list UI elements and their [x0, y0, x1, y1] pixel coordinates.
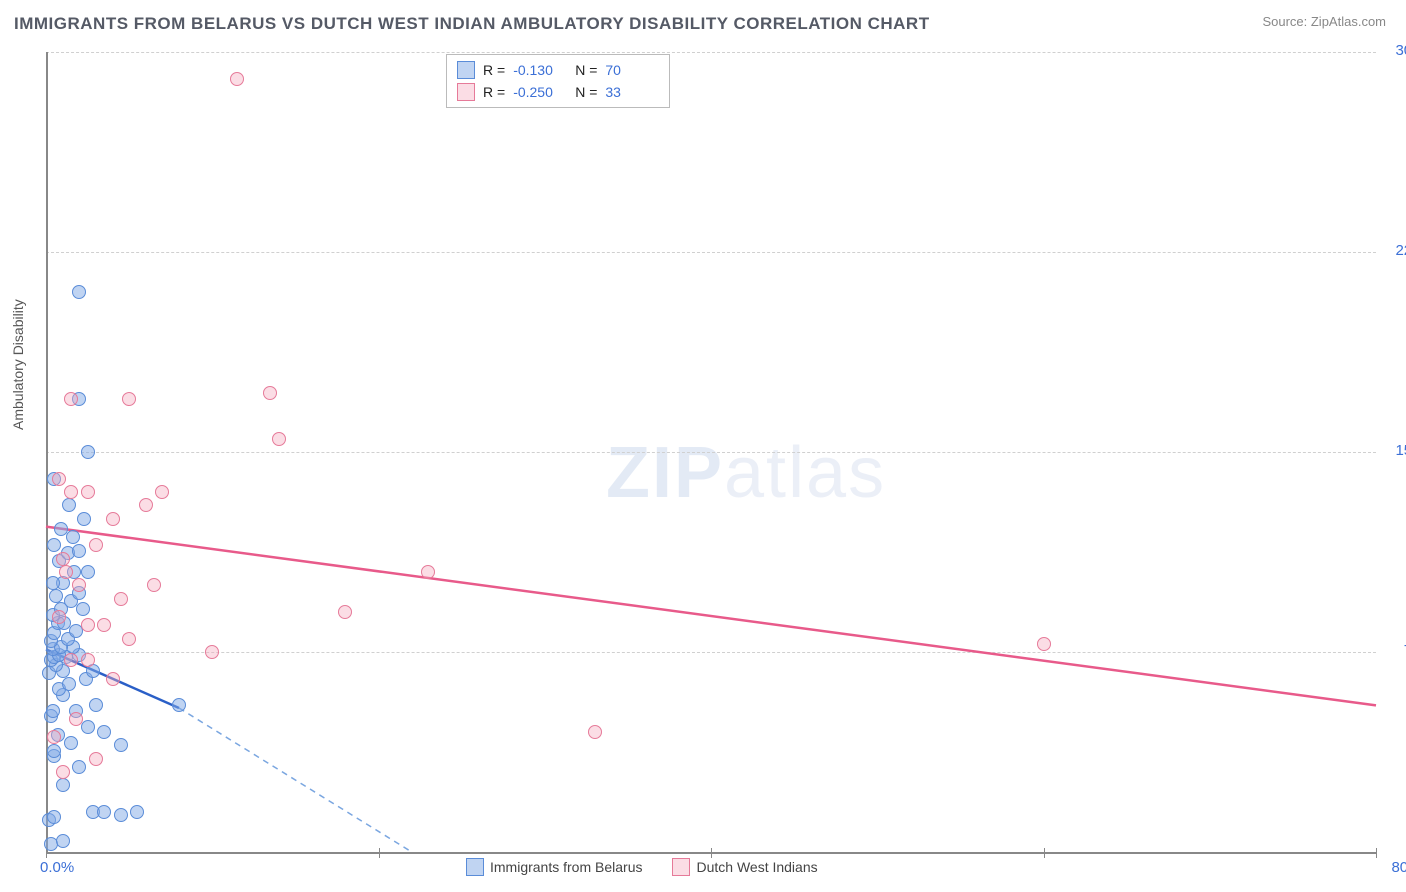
data-point	[114, 592, 128, 606]
data-point	[130, 805, 144, 819]
data-point	[89, 538, 103, 552]
y-tick-label: 15.0%	[1395, 442, 1406, 459]
series-legend: Immigrants from Belarus Dutch West India…	[466, 858, 818, 876]
source-attribution: Source: ZipAtlas.com	[1262, 14, 1386, 29]
data-point	[64, 485, 78, 499]
data-point	[66, 530, 80, 544]
data-point	[81, 565, 95, 579]
legend-swatch	[457, 61, 475, 79]
data-point	[46, 576, 60, 590]
y-axis-label: Ambulatory Disability	[10, 299, 26, 430]
legend-swatch	[457, 83, 475, 101]
data-point	[54, 522, 68, 536]
data-point	[114, 808, 128, 822]
r-label: R =	[483, 84, 505, 100]
legend-swatch	[672, 858, 690, 876]
data-point	[106, 672, 120, 686]
data-point	[114, 738, 128, 752]
data-point	[172, 698, 186, 712]
data-point	[81, 653, 95, 667]
data-point	[81, 720, 95, 734]
data-point	[72, 544, 86, 558]
y-tick-label: 30.0%	[1395, 42, 1406, 59]
x-tick-label: 80.0%	[1391, 859, 1406, 876]
data-point	[89, 752, 103, 766]
data-point	[81, 445, 95, 459]
data-point	[72, 578, 86, 592]
correlation-legend: R = -0.130 N = 70 R = -0.250 N = 33	[446, 54, 670, 108]
data-point	[588, 725, 602, 739]
data-point	[52, 610, 66, 624]
y-tick-label: 22.5%	[1395, 242, 1406, 259]
x-tick-label: 0.0%	[40, 859, 74, 876]
data-point	[64, 653, 78, 667]
data-point	[263, 386, 277, 400]
data-point	[64, 392, 78, 406]
data-point	[46, 704, 60, 718]
data-point	[47, 810, 61, 824]
data-point	[64, 736, 78, 750]
scatter-plot: ZIPatlas 7.5%15.0%22.5%30.0%0.0%80.0% R …	[46, 52, 1376, 852]
data-point	[59, 565, 73, 579]
n-value: 33	[605, 84, 659, 100]
data-point	[122, 392, 136, 406]
x-tick	[1376, 848, 1377, 858]
trend-lines	[46, 52, 1376, 854]
data-point	[47, 538, 61, 552]
data-point	[272, 432, 286, 446]
data-point	[72, 285, 86, 299]
data-point	[56, 778, 70, 792]
data-point	[56, 834, 70, 848]
data-point	[421, 565, 435, 579]
n-label: N =	[575, 84, 597, 100]
legend-label: Dutch West Indians	[696, 859, 817, 875]
legend-label: Immigrants from Belarus	[490, 859, 642, 875]
data-point	[1037, 637, 1051, 651]
legend-swatch	[466, 858, 484, 876]
data-point	[49, 589, 63, 603]
data-point	[76, 602, 90, 616]
data-point	[69, 712, 83, 726]
data-point	[56, 552, 70, 566]
data-point	[47, 744, 61, 758]
data-point	[56, 765, 70, 779]
data-point	[81, 618, 95, 632]
data-point	[338, 605, 352, 619]
data-point	[106, 512, 120, 526]
r-value: -0.130	[513, 62, 567, 78]
data-point	[89, 698, 103, 712]
data-point	[230, 72, 244, 86]
data-point	[122, 632, 136, 646]
n-value: 70	[605, 62, 659, 78]
data-point	[47, 730, 61, 744]
data-point	[81, 485, 95, 499]
data-point	[97, 805, 111, 819]
data-point	[52, 472, 66, 486]
data-point	[205, 645, 219, 659]
data-point	[155, 485, 169, 499]
data-point	[62, 498, 76, 512]
data-point	[147, 578, 161, 592]
data-point	[77, 512, 91, 526]
n-label: N =	[575, 62, 597, 78]
data-point	[62, 677, 76, 691]
data-point	[72, 760, 86, 774]
data-point	[97, 725, 111, 739]
r-value: -0.250	[513, 84, 567, 100]
chart-title: IMMIGRANTS FROM BELARUS VS DUTCH WEST IN…	[14, 14, 930, 34]
data-point	[139, 498, 153, 512]
data-point	[97, 618, 111, 632]
r-label: R =	[483, 62, 505, 78]
